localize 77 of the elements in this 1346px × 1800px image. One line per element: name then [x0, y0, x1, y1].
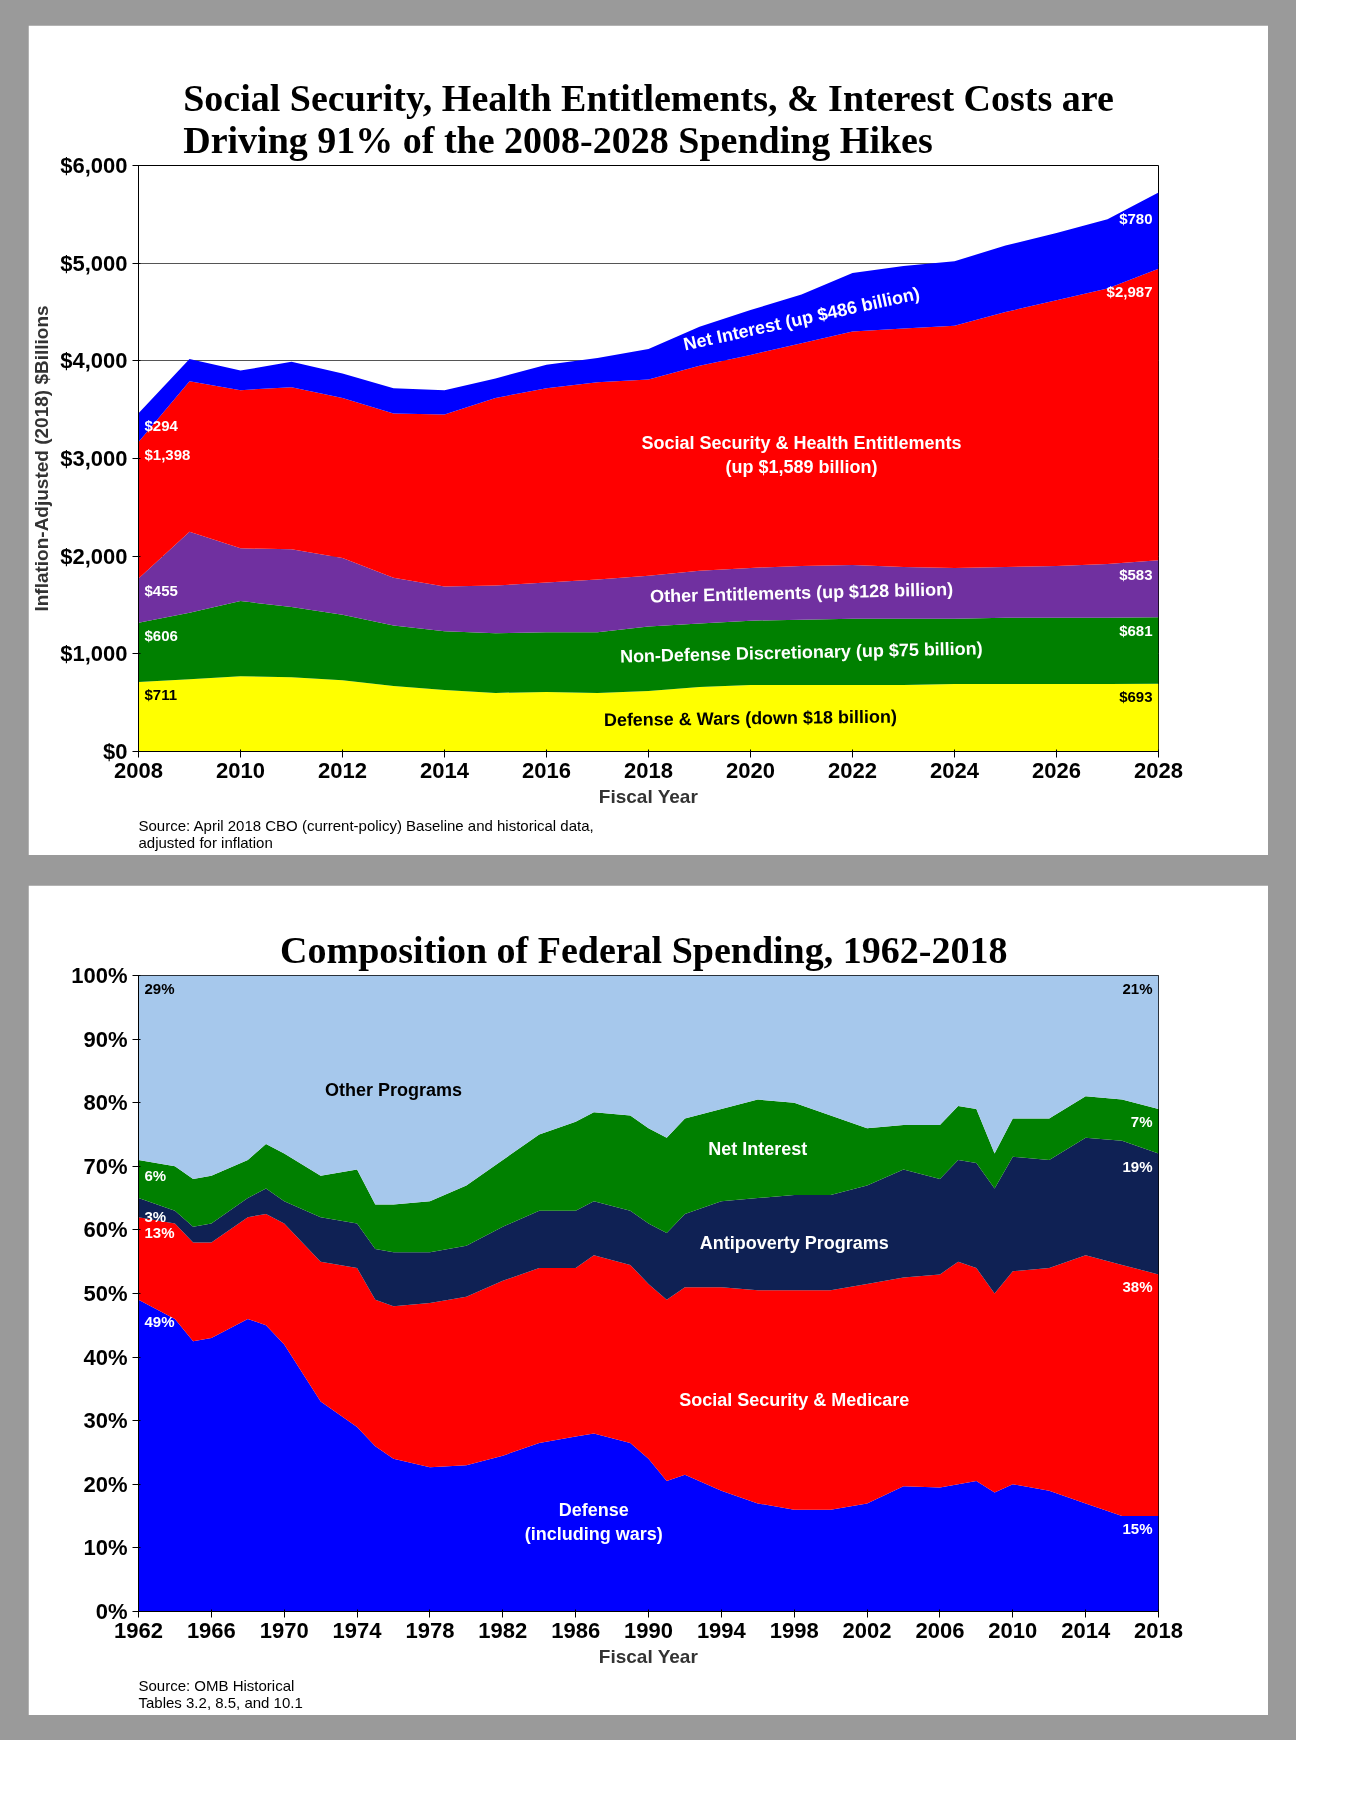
- data-label: $606: [144, 626, 178, 644]
- series-label: Social Security & Medicare: [679, 1390, 910, 1411]
- y-tick-label: $1,000: [60, 641, 128, 667]
- data-label: 15%: [1122, 1520, 1153, 1538]
- x-tick-label: 1978: [405, 1617, 455, 1643]
- x-tick-label: 2010: [216, 757, 265, 783]
- data-label: 49%: [144, 1313, 175, 1331]
- y-tick-label: 70%: [83, 1153, 128, 1179]
- y-tick-label: $5,000: [60, 250, 128, 276]
- series-label: Antipoverty Programs: [699, 1232, 889, 1253]
- data-label: 21%: [1122, 979, 1153, 997]
- data-label: $693: [1119, 687, 1153, 705]
- x-tick-label: 2006: [915, 1617, 965, 1643]
- data-label: $1,398: [144, 445, 191, 463]
- y-tick-label: 60%: [83, 1217, 128, 1243]
- y-tick-label: 10%: [83, 1535, 128, 1561]
- y-tick-label: $0: [103, 739, 128, 764]
- y-tick-label: $3,000: [60, 446, 128, 471]
- data-label: $780: [1119, 209, 1153, 227]
- x-tick-label: 1994: [696, 1617, 747, 1643]
- x-tick-label: 1970: [259, 1617, 309, 1643]
- data-label: $681: [1119, 621, 1153, 639]
- x-tick-label: 1986: [551, 1617, 601, 1643]
- data-label: $2,987: [1106, 282, 1153, 300]
- series-label: Other Programs: [324, 1079, 463, 1100]
- data-label: 38%: [1122, 1278, 1153, 1296]
- series-label: Net Interest: [708, 1138, 808, 1159]
- y-tick-label: 40%: [83, 1344, 128, 1370]
- y-tick-label: 30%: [83, 1408, 128, 1434]
- series-label: Social Security & Health Entitlements (up $1,589 billion): [641, 432, 962, 477]
- x-tick-label: 2024: [930, 757, 980, 783]
- x-tick-label: 2014: [1061, 1617, 1111, 1643]
- x-tick-label: 2014: [420, 757, 470, 783]
- x-tick-label: 1982: [478, 1617, 528, 1643]
- series-label: Non-Defense Discretionary (up $75 billion): [619, 638, 983, 667]
- y-tick-label: 80%: [83, 1090, 128, 1116]
- data-label: $583: [1119, 566, 1153, 584]
- x-tick-label: 1998: [769, 1617, 819, 1643]
- series-label: Defense (including wars): [524, 1500, 663, 1545]
- y-tick-label: $2,000: [60, 543, 128, 569]
- series-label: Other Entitlements (up $128 billion): [649, 579, 954, 607]
- data-label: 19%: [1122, 1157, 1153, 1175]
- y-axis-title: Inflation-Adjusted (2018) $Billions: [31, 305, 53, 612]
- data-label: 13%: [144, 1224, 175, 1242]
- x-tick-label: 2028: [1134, 757, 1183, 783]
- x-tick-label: 2002: [842, 1617, 892, 1643]
- data-label: 7%: [1130, 1113, 1153, 1131]
- series-label: Net Interest (up $486 billion): [681, 283, 922, 355]
- x-tick-label: 2020: [726, 757, 775, 783]
- y-tick-label: $4,000: [60, 348, 128, 374]
- x-tick-label: 2012: [318, 757, 367, 783]
- x-tick-label: 2010: [988, 1617, 1038, 1643]
- y-tick-label: 20%: [83, 1471, 128, 1497]
- data-label: 6%: [144, 1167, 167, 1185]
- data-label: 29%: [144, 979, 175, 997]
- chart-title: Composition of Federal Spending, 1962-2018: [280, 928, 1008, 971]
- x-tick-label: 1974: [332, 1617, 383, 1643]
- y-tick-label: 90%: [83, 1026, 128, 1052]
- x-tick-label: 2018: [624, 757, 673, 783]
- x-axis-title: Fiscal Year: [598, 785, 699, 807]
- x-tick-label: 1990: [624, 1617, 673, 1643]
- chart-title: Social Security, Health Entitlements, & Interest Costs are Driving 91% of the 2008-2028 Spending Hikes: [183, 76, 1114, 161]
- source-note: Source: OMB Historical Tables 3.2, 8.5, and 10.1: [138, 1676, 303, 1711]
- x-tick-label: 2026: [1032, 757, 1081, 783]
- data-label: $455: [144, 582, 178, 600]
- x-tick-label: 2022: [828, 757, 877, 783]
- y-tick-label: $6,000: [60, 153, 128, 178]
- x-tick-label: 2016: [522, 757, 571, 783]
- source-note: Source: April 2018 CBO (current-policy) Baseline and historical data, adjusted for inflation: [138, 816, 594, 851]
- x-tick-label: 1966: [186, 1617, 236, 1643]
- x-tick-label: 2018: [1134, 1617, 1183, 1643]
- data-label: $711: [144, 686, 178, 704]
- y-tick-label: 100%: [71, 963, 128, 988]
- series-label: Defense & Wars (down $18 billion): [603, 706, 898, 731]
- x-axis-title: Fiscal Year: [598, 1645, 699, 1667]
- y-tick-label: 50%: [83, 1281, 128, 1306]
- y-tick-label: 0%: [95, 1599, 128, 1624]
